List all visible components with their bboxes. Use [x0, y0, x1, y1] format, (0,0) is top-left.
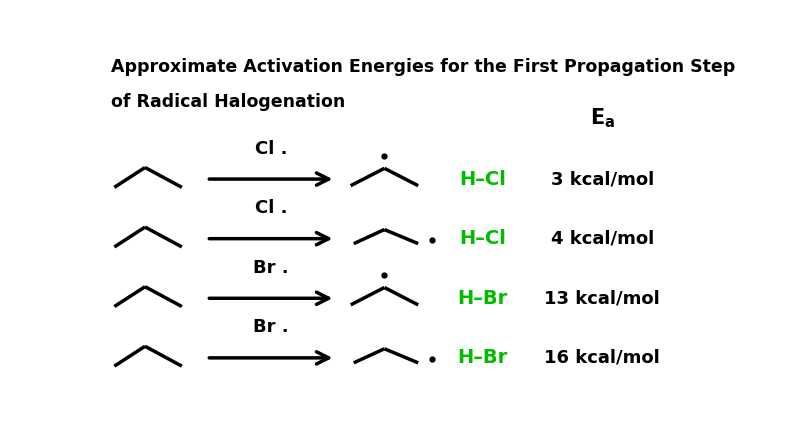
Text: 13 kcal/mol: 13 kcal/mol — [544, 289, 661, 307]
Text: H–Br: H–Br — [458, 289, 508, 308]
Text: Cl .: Cl . — [254, 199, 287, 217]
Text: H–Br: H–Br — [458, 348, 508, 367]
Text: 16 kcal/mol: 16 kcal/mol — [544, 349, 661, 367]
Text: 4 kcal/mol: 4 kcal/mol — [550, 230, 654, 248]
Text: Br .: Br . — [253, 318, 288, 336]
Text: H–Cl: H–Cl — [459, 229, 506, 248]
Text: H–Cl: H–Cl — [459, 169, 506, 189]
Text: Br .: Br . — [253, 259, 288, 277]
Text: of Radical Halogenation: of Radical Halogenation — [111, 93, 345, 111]
Text: 3 kcal/mol: 3 kcal/mol — [550, 170, 654, 188]
Text: Cl .: Cl . — [254, 140, 287, 157]
Text: $\mathbf{E_a}$: $\mathbf{E_a}$ — [590, 106, 615, 129]
Text: Approximate Activation Energies for the First Propagation Step: Approximate Activation Energies for the … — [111, 58, 736, 76]
